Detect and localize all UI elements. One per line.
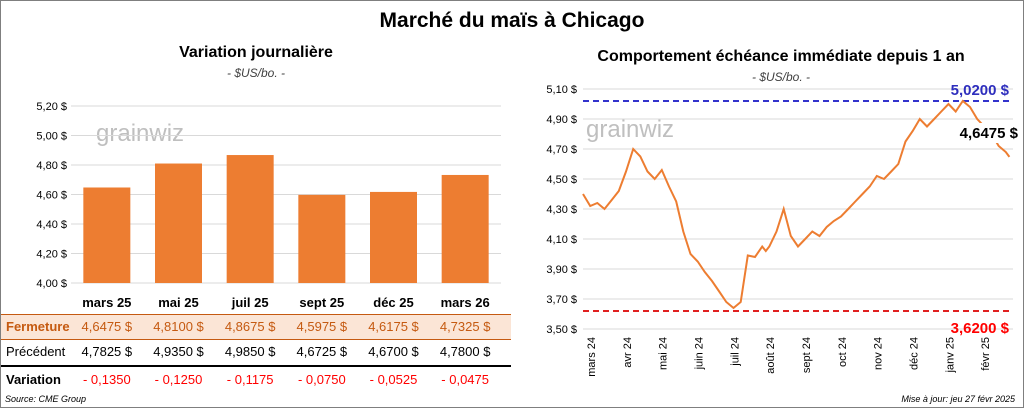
y-tick-label: 4,80 $ [36,160,67,172]
x-tick-label: nov 24 [873,337,885,370]
x-category-label: déc 25 [373,295,413,310]
table-row-close: Fermeture 4,6475 $ 4,8100 $ 4,8675 $ 4,5975… [1,314,511,340]
price-series-line [582,99,1011,310]
table-cell: - 0,1175 [226,372,274,387]
table-cell: - 0,0525 [369,372,418,387]
y-tick-label: 4,50 $ [546,174,577,186]
main-title: Marché du maïs à Chicago [379,9,645,32]
bar [370,191,417,283]
right-panel-unit: - $US/bo. - [751,70,811,84]
row-label-previous: Précédent [6,344,66,359]
right-panel-title: Comportement échéance immédiate depuis 1… [597,48,965,65]
x-tick-label: sept 24 [801,337,813,373]
x-tick-label: mai 24 [658,337,670,370]
row-label-variation: Variation [6,372,61,387]
y-tick-label: 3,90 $ [546,264,577,276]
bar [441,174,489,283]
last-label: 4,6475 $ [960,125,1019,142]
table-cell: 4,9350 $ [153,344,204,359]
y-tick-label: 4,60 $ [36,190,67,202]
bar [226,155,274,283]
left-panel-unit: - $US/bo. - [226,66,286,80]
table-cell: 4,8100 $ [153,319,204,334]
last-label-bg [956,123,1018,143]
table-cell: 4,5975 $ [296,319,348,334]
source-note: Source: CME Group [5,394,87,404]
x-tick-label: oct 24 [837,337,849,367]
x-tick-label: avr 24 [622,337,634,368]
y-tick-label: 4,70 $ [546,144,577,156]
table-cell: 4,6725 $ [296,344,348,359]
y-tick-label: 5,20 $ [36,101,67,113]
x-tick-label: févr 25 [980,337,992,371]
table-cell: 4,7325 $ [439,319,491,334]
x-tick-label: juin 24 [694,337,706,370]
max-label: 5,0200 $ [951,82,1010,99]
y-tick-label: 4,20 $ [36,249,67,261]
x-category-label: mai 25 [158,295,198,310]
x-tick-label: août 24 [765,337,777,374]
table-cell: 4,9850 $ [224,344,276,359]
left-panel-title: Variation journalière [179,44,333,61]
y-tick-label: 5,00 $ [36,131,67,143]
row-label-close: Fermeture [6,319,70,334]
table-cell: 4,7825 $ [81,344,133,359]
x-category-label: mars 26 [441,295,490,310]
x-tick-label: déc 24 [909,337,921,370]
right-watermark: grainwiz [586,116,674,143]
y-tick-label: 4,10 $ [546,234,577,246]
table-cell: 4,7800 $ [439,344,491,359]
table-cell: - 0,1250 [154,372,203,387]
x-category-label: mars 25 [82,295,131,310]
bar-chart: grainwiz 4,00 $ 4,20 $ 4,40 $ 4,60 $ 4,80 $ 5,… [36,101,501,310]
y-tick-label: 4,30 $ [546,204,577,216]
y-tick-label: 4,00 $ [36,278,67,290]
update-note: Mise à jour: jeu 27 févr 2025 [901,394,1015,404]
y-tick-label: 3,70 $ [546,294,577,306]
x-tick-label: juil 24 [729,337,741,367]
x-tick-label: mars 24 [586,337,598,377]
x-tick-label: janv 25 [944,337,956,373]
table-cell: 4,6700 $ [368,344,419,359]
bar [298,194,346,283]
y-tick-label: 4,90 $ [546,114,577,126]
left-watermark: grainwiz [96,120,184,147]
min-label: 3,6200 $ [951,320,1010,337]
table-cell: - 0,0750 [297,372,346,387]
x-category-label: juil 25 [231,295,269,310]
table-row-previous: Précédent 4,7825 $ 4,9350 $ 4,9850 $ 4,6725… [1,340,511,367]
y-tick-label: 5,10 $ [546,84,577,96]
table-cell: 4,6475 $ [81,319,133,334]
table-cell: 4,6175 $ [368,319,419,334]
table-row-variation: Variation - 0,1350 - 0,1250 - 0,1175 - 0,07… [1,368,511,392]
x-category-label: sept 25 [299,295,344,310]
table-cell: - 0,0475 [441,372,489,387]
y-tick-label: 4,40 $ [36,219,67,231]
table-cell: - 0,1350 [82,372,131,387]
y-tick-label: 3,50 $ [546,324,577,336]
bar [155,163,202,283]
table-cell: 4,8675 $ [224,319,276,334]
bar [83,187,131,283]
